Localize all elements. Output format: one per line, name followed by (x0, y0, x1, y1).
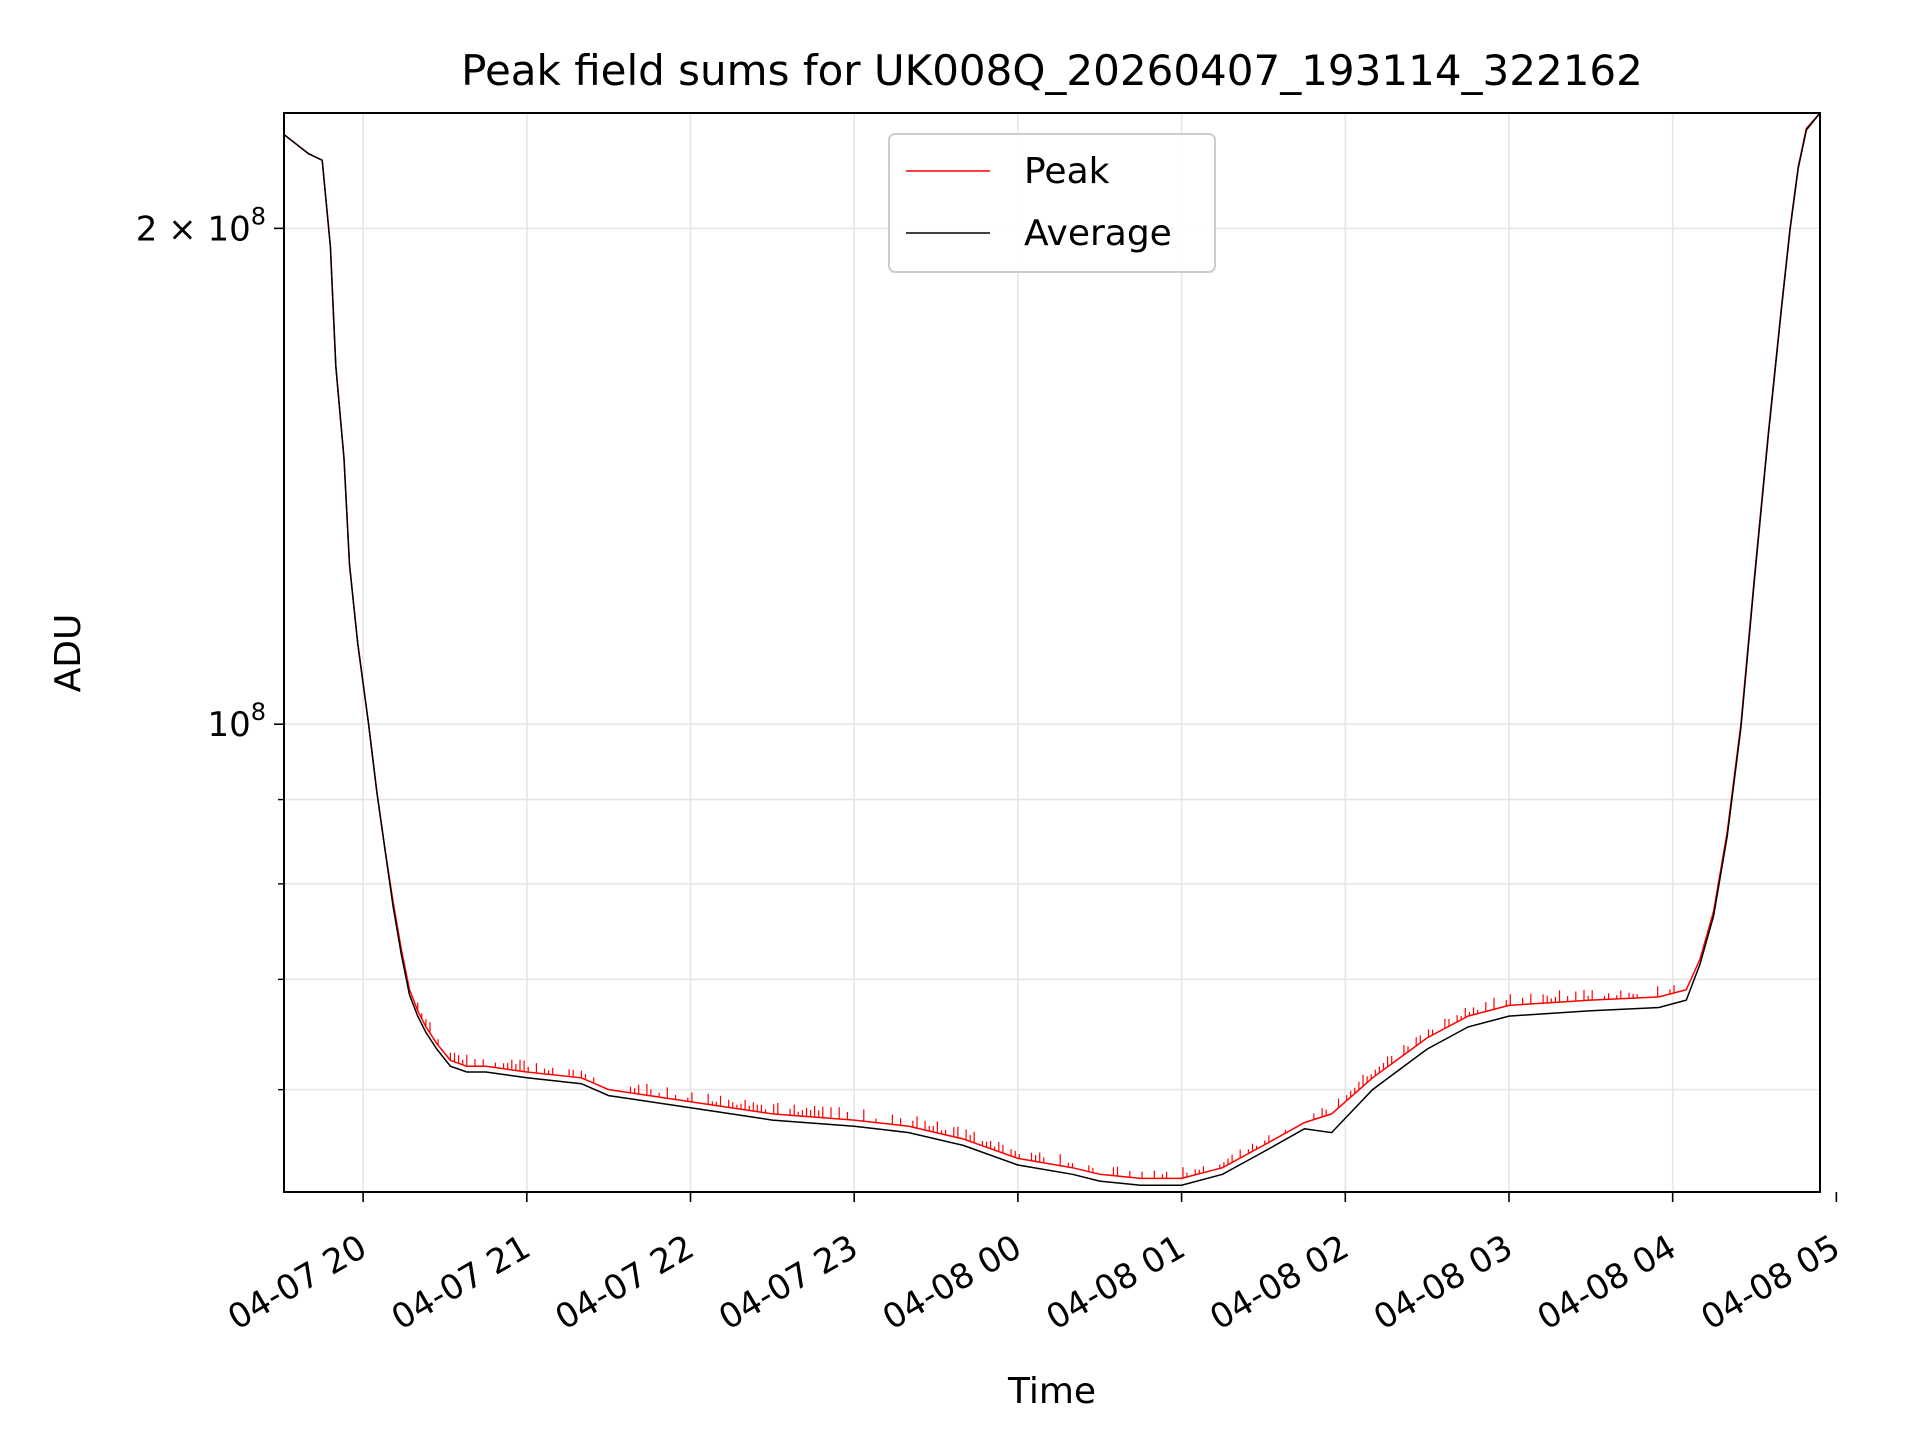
y-axis-label: ADU (48, 614, 89, 693)
legend: Peak Average (888, 133, 1216, 273)
y-tick-label: 108 (207, 698, 266, 745)
legend-label-peak: Peak (1024, 151, 1110, 192)
legend-label-average: Average (1024, 213, 1172, 254)
chart-title: Peak field sums for UK008Q_20260407_1931… (461, 46, 1643, 95)
series-line-average (284, 113, 1820, 1186)
series-layer (284, 113, 1820, 1186)
y-tick-label: 2 × 108 (136, 202, 266, 249)
x-axis-label: Time (1007, 1371, 1096, 1412)
legend-box (888, 133, 1216, 273)
peak-spikes (417, 985, 1675, 1179)
plot-frame (283, 112, 1821, 1193)
